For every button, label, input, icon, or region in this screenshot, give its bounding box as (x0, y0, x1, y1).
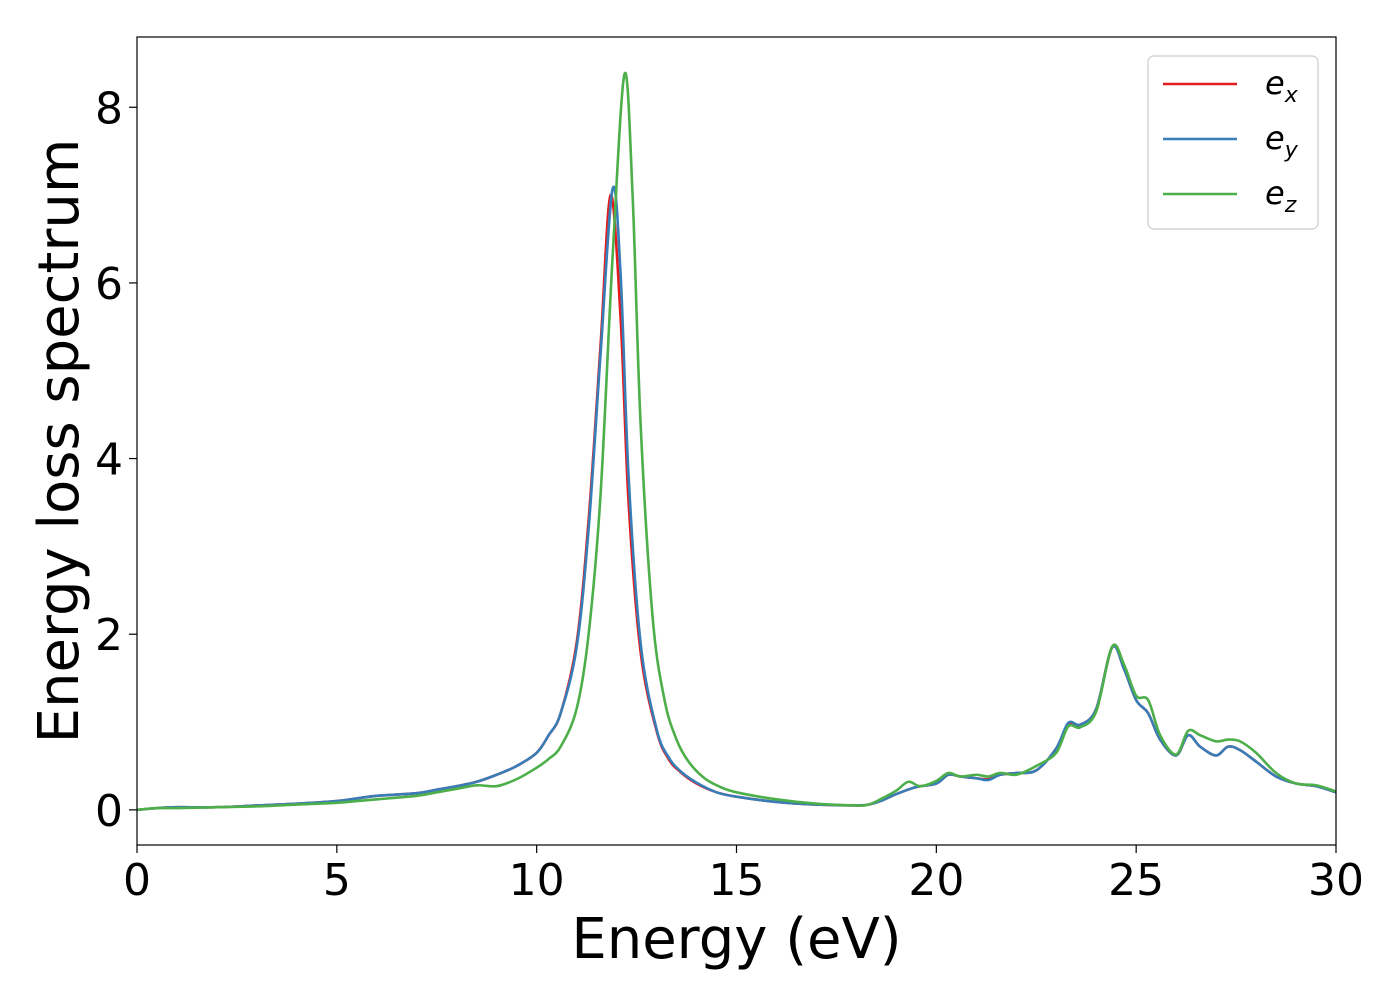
series-line-z (137, 71, 1336, 812)
x-axis-label: Energy (eV) (571, 907, 901, 972)
y-tick-label: 0 (95, 786, 123, 837)
legend-label-x: ex (1265, 64, 1299, 108)
legend-label-z: ez (1265, 174, 1297, 218)
y-axis-label: Energy loss spectrum (27, 139, 92, 744)
y-tick-label: 8 (95, 83, 123, 134)
legend-box (1147, 55, 1319, 230)
y-tick-label: 4 (95, 435, 123, 486)
series-line-y (137, 185, 1336, 812)
x-axis: 0 5 10 15 20 25 30 (123, 845, 1364, 906)
legend: ex ey ez (1147, 55, 1319, 230)
x-tick-label: 15 (709, 855, 765, 906)
x-tick-label: 10 (509, 855, 565, 906)
x-tick-label: 30 (1308, 855, 1364, 906)
y-tick-label: 6 (95, 259, 123, 310)
x-tick-label: 20 (908, 855, 964, 906)
series-layer (137, 71, 1336, 812)
y-tick-label: 2 (95, 610, 123, 661)
x-tick-label: 0 (123, 855, 151, 906)
x-tick-label: 25 (1108, 855, 1164, 906)
legend-label-y: ey (1265, 119, 1299, 163)
x-tick-label: 5 (323, 855, 351, 906)
y-axis: 0 2 4 6 8 (95, 83, 137, 837)
